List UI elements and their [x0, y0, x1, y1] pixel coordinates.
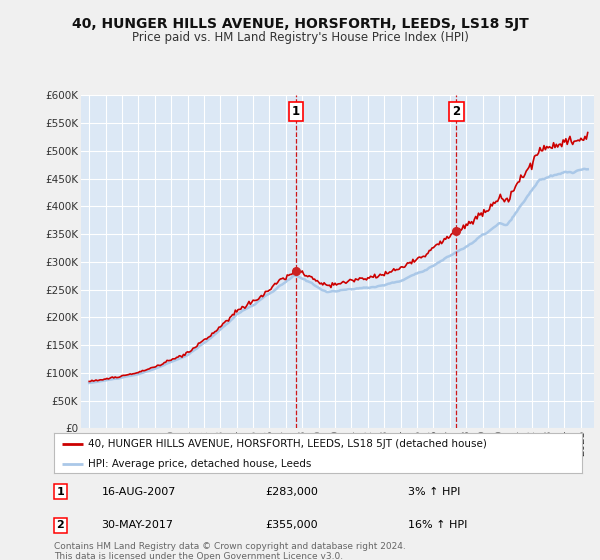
- Text: 1: 1: [292, 105, 300, 118]
- Text: 30-MAY-2017: 30-MAY-2017: [101, 520, 173, 530]
- Text: 16-AUG-2007: 16-AUG-2007: [101, 487, 176, 497]
- Text: 2: 2: [452, 105, 461, 118]
- Text: 1: 1: [56, 487, 64, 497]
- Text: 40, HUNGER HILLS AVENUE, HORSFORTH, LEEDS, LS18 5JT (detached house): 40, HUNGER HILLS AVENUE, HORSFORTH, LEED…: [88, 439, 487, 449]
- Text: Price paid vs. HM Land Registry's House Price Index (HPI): Price paid vs. HM Land Registry's House …: [131, 31, 469, 44]
- Text: 40, HUNGER HILLS AVENUE, HORSFORTH, LEEDS, LS18 5JT: 40, HUNGER HILLS AVENUE, HORSFORTH, LEED…: [71, 17, 529, 31]
- Text: £283,000: £283,000: [265, 487, 318, 497]
- Text: 16% ↑ HPI: 16% ↑ HPI: [408, 520, 467, 530]
- Text: 3% ↑ HPI: 3% ↑ HPI: [408, 487, 460, 497]
- Text: Contains HM Land Registry data © Crown copyright and database right 2024.
This d: Contains HM Land Registry data © Crown c…: [54, 542, 406, 560]
- Text: 2: 2: [56, 520, 64, 530]
- Text: HPI: Average price, detached house, Leeds: HPI: Average price, detached house, Leed…: [88, 459, 311, 469]
- Text: £355,000: £355,000: [265, 520, 318, 530]
